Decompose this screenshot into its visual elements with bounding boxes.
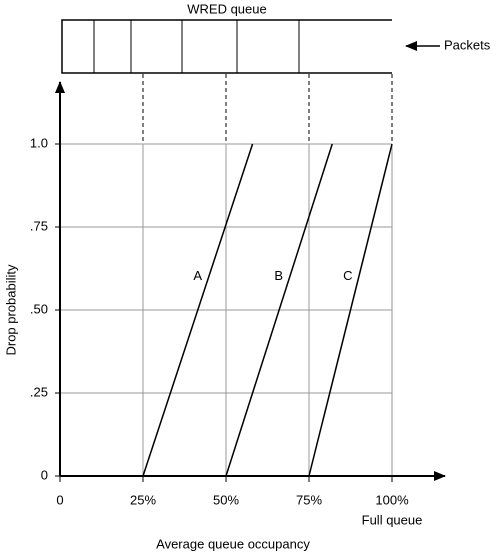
series-line [308,143,393,477]
y-tick-label: .50 [30,301,48,316]
series-label: B [274,268,283,283]
y-tick-label: .25 [30,384,48,399]
series-line [225,143,333,477]
y-tick-label: .75 [30,218,48,233]
x-tick-label: 0 [56,492,63,507]
x-axis-label: Average queue occupancy [156,536,310,551]
series-line [142,143,254,477]
series-label: C [343,268,352,283]
y-tick-label: 1.0 [30,135,48,150]
x-tick-label: 75% [296,492,322,507]
x-tick-label: 100% [375,492,409,507]
packets-label: Packets [444,37,491,52]
y-axis-label: Drop probability [3,264,18,356]
x-tick-label: 50% [213,492,239,507]
full-queue-label: Full queue [362,512,423,527]
queue-box [61,19,392,74]
queue-title: WRED queue [187,1,266,16]
x-tick-label: 25% [130,492,156,507]
series-label: A [193,268,202,283]
y-tick-label: 0 [41,467,48,482]
